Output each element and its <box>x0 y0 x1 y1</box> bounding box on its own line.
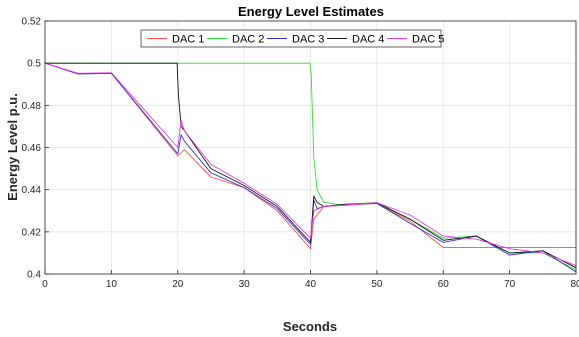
y-tick-label: 0.48 <box>22 101 42 112</box>
y-tick-label: 0.4 <box>27 270 41 281</box>
x-tick-label: 60 <box>438 279 450 290</box>
y-tick-label: 0.52 <box>22 17 42 28</box>
x-axis-label: Seconds <box>283 319 337 334</box>
legend: DAC 1 DAC 2 DAC 3 DAC 4 DAC 5 <box>140 29 444 48</box>
legend-label: DAC 5 <box>412 34 444 46</box>
legend-label: DAC 3 <box>292 34 324 46</box>
y-tick-label: 0.5 <box>27 59 41 70</box>
x-tick-label: 70 <box>504 279 516 290</box>
legend-label: DAC 2 <box>232 34 264 46</box>
series-line-dac-5 <box>44 62 577 267</box>
legend-label: DAC 1 <box>172 34 204 46</box>
legend-label: DAC 4 <box>352 34 384 46</box>
legend-box <box>140 29 442 48</box>
x-tick-label: 10 <box>106 279 118 290</box>
y-tick-label: 0.46 <box>22 143 42 154</box>
chart-title: Energy Level Estimates <box>238 4 384 19</box>
x-tick-label: 80 <box>570 279 579 290</box>
x-tick-label: 0 <box>42 279 48 290</box>
x-tick-label: 40 <box>305 279 317 290</box>
y-axis-label: Energy Level p.u. <box>5 93 20 201</box>
series-line-dac-4 <box>45 62 577 269</box>
x-tick-label: 20 <box>172 279 184 290</box>
plot-lines <box>44 62 577 273</box>
x-tick-label: 50 <box>371 279 383 290</box>
y-tick-label: 0.44 <box>22 185 42 196</box>
series-line-dac-1 <box>44 62 576 250</box>
x-ticks: 0 10 20 30 40 50 60 70 80 <box>42 270 579 290</box>
x-tick-label: 30 <box>239 279 251 290</box>
y-tick-label: 0.42 <box>22 227 42 238</box>
y-ticks: 0.4 0.42 0.44 0.46 0.48 0.5 0.52 <box>22 17 49 281</box>
